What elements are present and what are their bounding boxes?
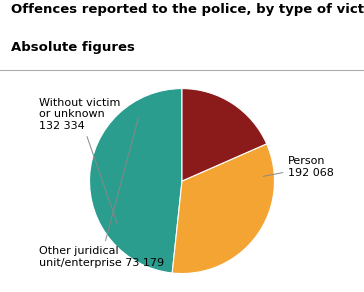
Text: Without victim
or unknown
132 334: Without victim or unknown 132 334	[39, 98, 120, 225]
Wedge shape	[182, 88, 267, 181]
Wedge shape	[172, 144, 274, 274]
Text: Other juridical
unit/enterprise 73 179: Other juridical unit/enterprise 73 179	[39, 118, 164, 268]
Text: Offences reported to the police, by type of victim. 2009.: Offences reported to the police, by type…	[11, 3, 364, 16]
Text: Absolute figures: Absolute figures	[11, 41, 135, 54]
Text: Person
192 068: Person 192 068	[263, 157, 334, 178]
Wedge shape	[90, 88, 182, 273]
